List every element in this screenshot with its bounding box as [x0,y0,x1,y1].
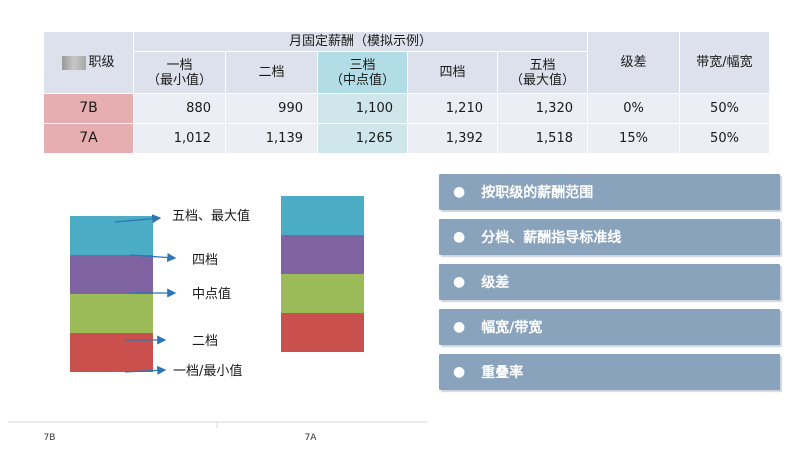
band-header-2: 二档 [225,51,318,94]
x-tick-label: 7B [44,433,56,443]
band-header-3: 三档 （中点值） [317,51,408,94]
key-point-item: ● 重叠率 [439,354,780,390]
level-header: 职级 [43,31,134,94]
x-axis-ticks: 7B 7A [44,433,318,443]
bar-segment [281,313,364,352]
diff-header: 级差 [587,31,680,94]
value-cell: 880 [133,93,226,124]
level-header-label: 职级 [88,55,115,70]
annotation-label: 四档 [192,253,218,268]
bar-segment [281,274,364,313]
grade-cell: 7A [43,123,134,154]
value-cell: 1,139 [225,123,318,154]
key-point-item: ● 级差 [439,264,780,300]
annotation-label: 一档/最小值 [173,363,242,379]
value-cell: 990 [225,93,318,124]
salary-table: 职级 月固定薪酬（模拟示例） 级差 带宽/幅宽 一档 （最小值） 二档 三档 （中点… [43,31,770,154]
diff-cell: 15% [587,123,680,154]
value-cell: 1,210 [407,93,498,124]
width-header: 带宽/幅宽 [679,31,770,94]
diff-cell: 0% [587,93,680,124]
bar-segment [281,235,364,274]
width-cell: 50% [679,123,770,154]
annotation-arrow [124,365,167,375]
value-cell: 1,265 [317,123,408,154]
bar-segment [70,255,153,294]
chart-arrows [114,214,177,375]
key-point-item: ● 分档、薪酬指导标准线 [439,219,780,255]
key-point-item: ● 幅宽/带宽 [439,309,780,345]
x-tick-label: 7A [305,433,318,443]
value-cell: 1,392 [407,123,498,154]
band-header-1: 一档 （最小值） [133,51,226,94]
key-points-list: ● 按职级的薪酬范围 ● 分档、薪酬指导标准线 ● 级差 ● 幅宽/带宽 ● 重叠率 [439,174,780,399]
value-cell: 1,320 [497,93,588,124]
key-point-item: ● 按职级的薪酬范围 [439,174,780,210]
annotation-label: 五档、最大值 [172,208,250,224]
bullet-icon: ● [453,319,466,335]
grade-cell: 7B [43,93,134,124]
bullet-icon: ● [453,184,466,200]
bullet-icon: ● [453,229,466,245]
band-header-5: 五档 （最大值） [497,51,588,94]
bullet-icon: ● [453,364,466,380]
chart-bars [70,196,364,372]
bar-segment [70,216,153,255]
bar-segment [281,196,364,235]
table-row: 7A 1,012 1,139 1,265 1,392 1,518 15% 50% [43,123,770,154]
band-header-4: 四档 [407,51,498,94]
redacted-block [62,55,87,70]
group-header: 月固定薪酬（模拟示例） [133,31,588,52]
bullet-icon: ● [453,274,466,290]
annotation-arrow [129,252,177,263]
annotation-arrow [114,214,162,224]
width-cell: 50% [679,93,770,124]
bar-segment [70,333,153,372]
value-cell: 1,012 [133,123,226,154]
annotation-label: 中点值 [192,286,231,302]
table-row: 7B 880 990 1,100 1,210 1,320 0% 50% [43,93,770,124]
annotation-label: 二档 [192,334,218,349]
value-cell: 1,100 [317,93,408,124]
value-cell: 1,518 [497,123,588,154]
bar-segment [70,294,153,333]
